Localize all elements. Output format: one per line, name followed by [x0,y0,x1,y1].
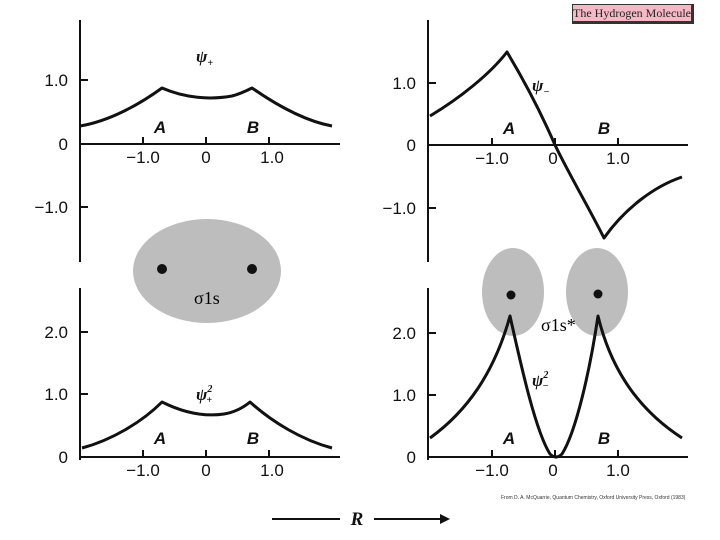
nucleus-label-b: B [598,429,610,448]
x-tick-label: −1.0 [475,461,509,480]
y-tick-label: 2.0 [392,324,416,343]
y-tick-label: 0 [59,448,68,467]
x-tick-label: −1.0 [126,461,160,480]
x-tick-label: 1.0 [260,148,284,167]
x-tick-label: −1.0 [126,148,160,167]
nucleus-label-b: B [598,119,610,138]
nucleus-label-a: A [153,118,166,137]
y-tick-label: 1.0 [392,386,416,405]
function-label: ψ2 + [196,384,212,406]
panel-psi-minus: 1.0 0 −1.0 −1.0 0 1.0 A B ψ− [382,20,688,262]
citation: From D. A. McQuarrie, Quantum Chemistry,… [501,495,686,501]
y-tick-label: 0 [59,135,68,154]
y-tick-label: 1.0 [392,74,416,93]
nucleus-label-b: B [247,118,259,137]
x-tick-label: 1.0 [260,461,284,480]
sigma-antibonding-label: σ1s* [541,315,576,335]
y-tick-label: −1.0 [382,199,416,218]
x-tick-label: 0 [201,148,210,167]
x-tick-label: 1.0 [606,461,630,480]
psi-plus-squared-curve [81,400,333,450]
title-box: The Hydrogen Molecule [572,4,694,24]
title: The Hydrogen Molecule [573,6,691,20]
y-tick-label: 1.0 [44,71,68,90]
psi-minus-curve [429,50,683,240]
nucleus-dot-a [157,264,167,274]
y-tick-label: 0 [407,448,416,467]
x-tick-label: 1.0 [606,149,630,168]
y-tick-label: 0 [407,136,416,155]
psi-plus-curve [79,86,333,128]
y-tick-label: 1.0 [44,385,68,404]
function-label: ψ2− [532,370,548,392]
nucleus-dot-a [506,290,516,300]
psi-minus-squared-curve [429,314,683,459]
nucleus-label-a: A [502,429,515,448]
nucleus-dot-b [593,289,603,299]
panel-psi-minus-squared: 2.0 1.0 0 −1.0 0 1.0 A B ψ2− [392,288,688,480]
nucleus-label-a: A [502,119,515,138]
arrowhead-icon [440,514,450,524]
x-tick-label: 0 [548,461,557,480]
x-tick-label: 0 [548,149,557,168]
y-tick-label: 2.0 [44,323,68,342]
panel-psi-plus-squared: 2.0 1.0 0 −1.0 0 1.0 A B ψ2 + [44,288,340,480]
nucleus-dot-b [247,264,257,274]
panel-psi-plus: 1.0 0 −1.0 −1.0 0 1.0 A B ψ+ [34,20,340,262]
function-label: ψ+ [196,47,213,69]
y-tick-label: −1.0 [34,198,68,217]
r-axis-label: R [350,509,364,530]
nucleus-label-b: B [247,429,259,448]
bonding-orbital-blob [133,219,281,323]
x-tick-label: −1.0 [475,149,509,168]
nucleus-label-a: A [153,429,166,448]
function-label: ψ− [532,76,549,98]
sigma-bonding-label: σ1s [194,288,220,308]
x-tick-label: 0 [201,461,210,480]
